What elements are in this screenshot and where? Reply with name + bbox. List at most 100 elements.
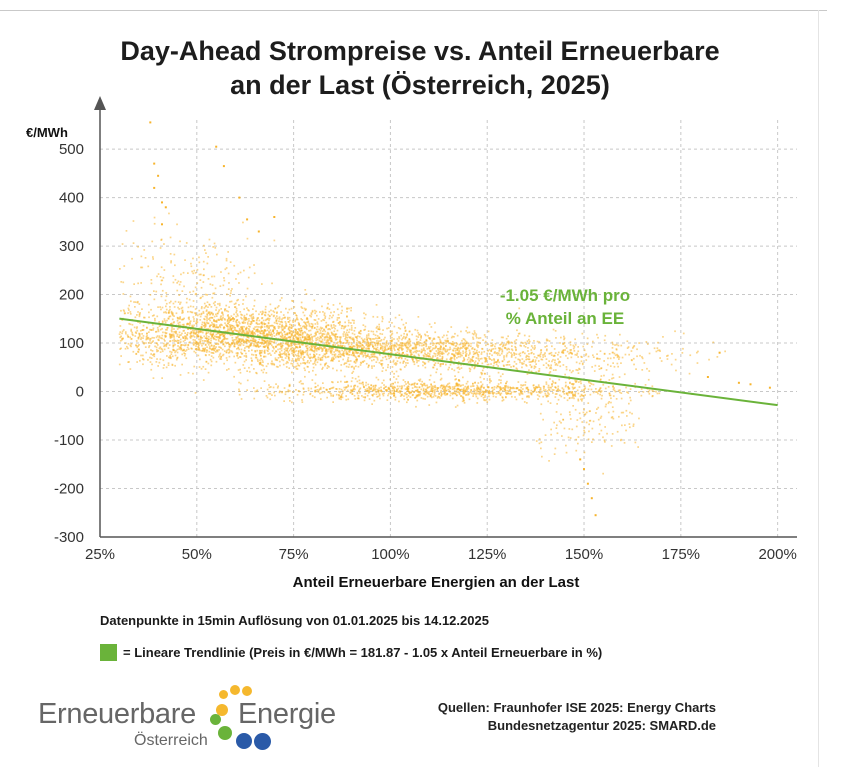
data-point: [165, 345, 168, 348]
data-point: [323, 333, 326, 335]
data-point: [454, 332, 456, 335]
data-point: [480, 371, 482, 374]
data-point: [439, 340, 442, 342]
data-point: [240, 338, 242, 341]
data-point: [175, 332, 177, 335]
data-point: [297, 337, 299, 340]
data-point: [267, 345, 269, 347]
data-point: [287, 361, 289, 364]
data-point: [227, 328, 229, 330]
data-point: [260, 325, 263, 328]
data-point: [217, 318, 220, 321]
data-point: [334, 356, 337, 359]
data-point: [359, 344, 361, 347]
data-point: [348, 336, 350, 338]
data-point: [217, 340, 220, 342]
data-point: [157, 350, 159, 352]
data-point: [299, 333, 301, 336]
data-point: [347, 398, 350, 401]
data-point: [197, 354, 200, 357]
data-point: [257, 344, 259, 347]
data-point: [417, 395, 420, 397]
data-point: [174, 330, 177, 333]
data-point: [535, 357, 538, 359]
data-point: [537, 354, 540, 357]
data-point: [513, 360, 516, 363]
data-point: [502, 387, 505, 389]
data-point: [570, 371, 573, 374]
data-point: [495, 392, 498, 395]
data-point: [558, 378, 561, 381]
data-point: [521, 384, 524, 387]
data-point: [421, 383, 424, 386]
data-point: [581, 363, 584, 366]
data-point: [423, 384, 426, 386]
data-point: [506, 348, 508, 351]
data-point: [345, 336, 347, 339]
data-point: [655, 350, 658, 353]
data-point: [383, 384, 385, 386]
data-point: [308, 334, 311, 337]
data-point: [464, 385, 467, 388]
data-point: [437, 348, 439, 350]
data-point: [142, 363, 144, 366]
data-point: [424, 333, 426, 336]
data-point: [366, 387, 369, 390]
data-point: [334, 325, 337, 327]
data-point: [505, 382, 507, 385]
data-point: [445, 342, 447, 345]
data-point: [311, 338, 313, 340]
data-point: [421, 385, 424, 388]
data-point: [542, 354, 544, 356]
data-point: [405, 341, 408, 344]
data-point: [484, 399, 486, 402]
data-point: [175, 350, 177, 352]
data-point: [389, 351, 392, 354]
data-point: [294, 328, 296, 331]
data-point: [315, 334, 317, 336]
data-point: [334, 350, 337, 352]
data-point: [212, 323, 214, 326]
data-point: [398, 337, 401, 340]
data-point: [275, 383, 277, 385]
data-point: [249, 333, 252, 336]
data-point: [332, 357, 335, 360]
data-point: [548, 340, 551, 342]
data-point: [362, 383, 364, 386]
data-point: [355, 336, 358, 338]
data-point: [246, 318, 248, 321]
data-point: [338, 317, 340, 319]
data-point: [441, 351, 444, 353]
data-point: [298, 323, 300, 325]
data-point: [398, 400, 400, 403]
data-point: [247, 309, 249, 311]
data-point: [336, 355, 339, 358]
data-point: [425, 340, 428, 342]
data-point: [269, 303, 272, 306]
data-point: [197, 335, 200, 338]
data-point: [611, 341, 614, 344]
data-point: [283, 351, 286, 353]
data-point: [134, 306, 136, 308]
data-point: [381, 390, 383, 393]
data-point: [450, 356, 452, 359]
data-point: [385, 343, 387, 346]
data-point: [242, 330, 245, 332]
data-point: [411, 390, 414, 392]
data-point: [427, 386, 430, 389]
data-point: [267, 340, 270, 342]
data-point: [480, 385, 483, 388]
data-point: [158, 347, 161, 350]
data-point: [393, 363, 396, 365]
data-point: [319, 332, 322, 334]
data-point: [137, 351, 140, 353]
data-point: [566, 350, 569, 353]
data-point: [415, 335, 418, 338]
data-point: [288, 326, 290, 329]
data-point: [212, 352, 215, 354]
data-point: [299, 346, 301, 349]
data-point: [597, 392, 599, 395]
data-point: [340, 312, 343, 314]
data-point: [323, 346, 325, 349]
data-point: [461, 342, 464, 345]
